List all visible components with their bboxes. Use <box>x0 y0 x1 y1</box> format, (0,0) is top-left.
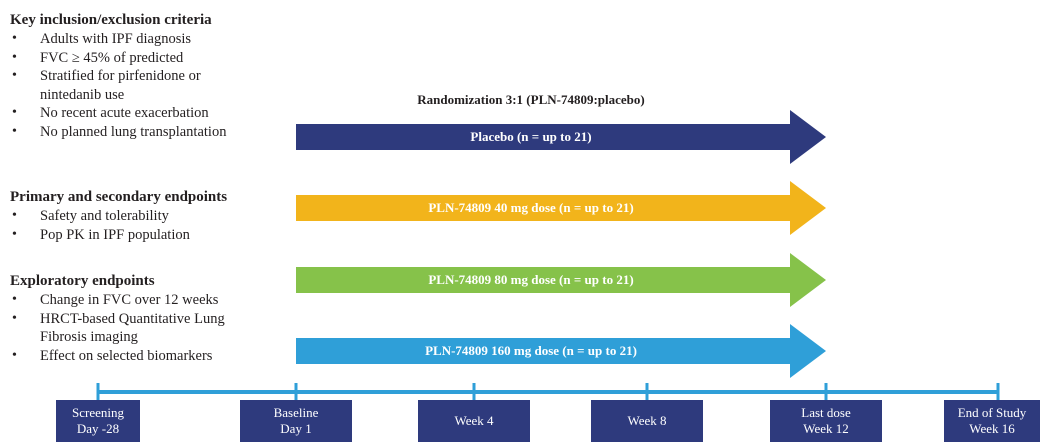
timeline-label: Baseline <box>273 405 319 420</box>
timeline-label: Week 8 <box>627 413 667 428</box>
list-item: Change in FVC over 12 weeks <box>10 291 225 310</box>
timeline-week4-box: Week 4 <box>418 400 530 442</box>
dose-40mg-arm-label: PLN-74809 40 mg dose (n = up to 21) <box>428 200 634 215</box>
list-item: Stratified for pirfenidone or <box>10 67 226 86</box>
section-title: Primary and secondary endpoints <box>10 189 228 205</box>
timeline-label: Week 4 <box>454 413 494 428</box>
exploratory-list: Change in FVC over 12 weeks HRCT-based Q… <box>10 291 225 365</box>
list-item: Pop PK in IPF population <box>10 226 227 245</box>
timeline-label: Last dose <box>801 405 851 420</box>
timeline-sublabel: Week 16 <box>969 421 1015 436</box>
list-item: Adults with IPF diagnosis <box>10 30 226 49</box>
timeline-sublabel: Day -28 <box>76 421 120 436</box>
timeline-sublabel: Week 12 <box>803 421 849 436</box>
timeline-week8-box: Week 8 <box>591 400 703 442</box>
section-title: Exploratory endpoints <box>10 273 155 289</box>
list-item: Safety and tolerability <box>10 207 227 226</box>
list-item: No planned lung transplantation <box>10 123 226 142</box>
timeline-baseline-box: Baseline Day 1 <box>240 400 352 442</box>
endpoints-list: Safety and tolerability Pop PK in IPF po… <box>10 207 227 244</box>
list-item-continuation: Fibrosis imaging <box>40 329 138 345</box>
dose-80mg-arm-label: PLN-74809 80 mg dose (n = up to 21) <box>428 272 634 287</box>
timeline-end-of-study-box: End of Study Week 16 <box>944 400 1040 442</box>
placebo-arrow <box>296 110 826 164</box>
timeline-label: End of Study <box>957 405 1027 420</box>
section-title: Key inclusion/exclusion criteria <box>10 12 212 28</box>
timeline-sublabel: Day 1 <box>280 421 312 436</box>
criteria-list: Adults with IPF diagnosis FVC ≥ 45% of p… <box>10 30 226 141</box>
placebo-arm-label: Placebo (n = up to 21) <box>470 129 592 144</box>
list-item: No recent acute exacerbation <box>10 104 226 123</box>
dose-160mg-arrow <box>296 324 826 378</box>
dose-80mg-arrow <box>296 253 826 307</box>
timeline-screening-box: Screening Day -28 <box>56 400 140 442</box>
timeline-last-dose-box: Last dose Week 12 <box>770 400 882 442</box>
inclusion-exclusion-section: Key inclusion/exclusion criteria Adults … <box>10 10 226 141</box>
list-item-continuation: nintedanib use <box>40 86 125 103</box>
list-item: FVC ≥ 45% of predicted <box>10 49 226 68</box>
list-item: Effect on selected biomarkers <box>10 347 225 366</box>
timeline-label: Screening <box>72 405 124 420</box>
dose-40mg-arrow <box>296 181 826 235</box>
randomization-label: Randomization 3:1 (PLN-74809:placebo) <box>417 92 645 107</box>
primary-secondary-endpoints-section: Primary and secondary endpoints Safety a… <box>10 187 227 244</box>
exploratory-endpoints-section: Exploratory endpoints Change in FVC over… <box>10 271 225 365</box>
dose-160mg-arm-label: PLN-74809 160 mg dose (n = up to 21) <box>425 343 637 358</box>
list-item: HRCT-based Quantitative Lung <box>10 310 225 329</box>
